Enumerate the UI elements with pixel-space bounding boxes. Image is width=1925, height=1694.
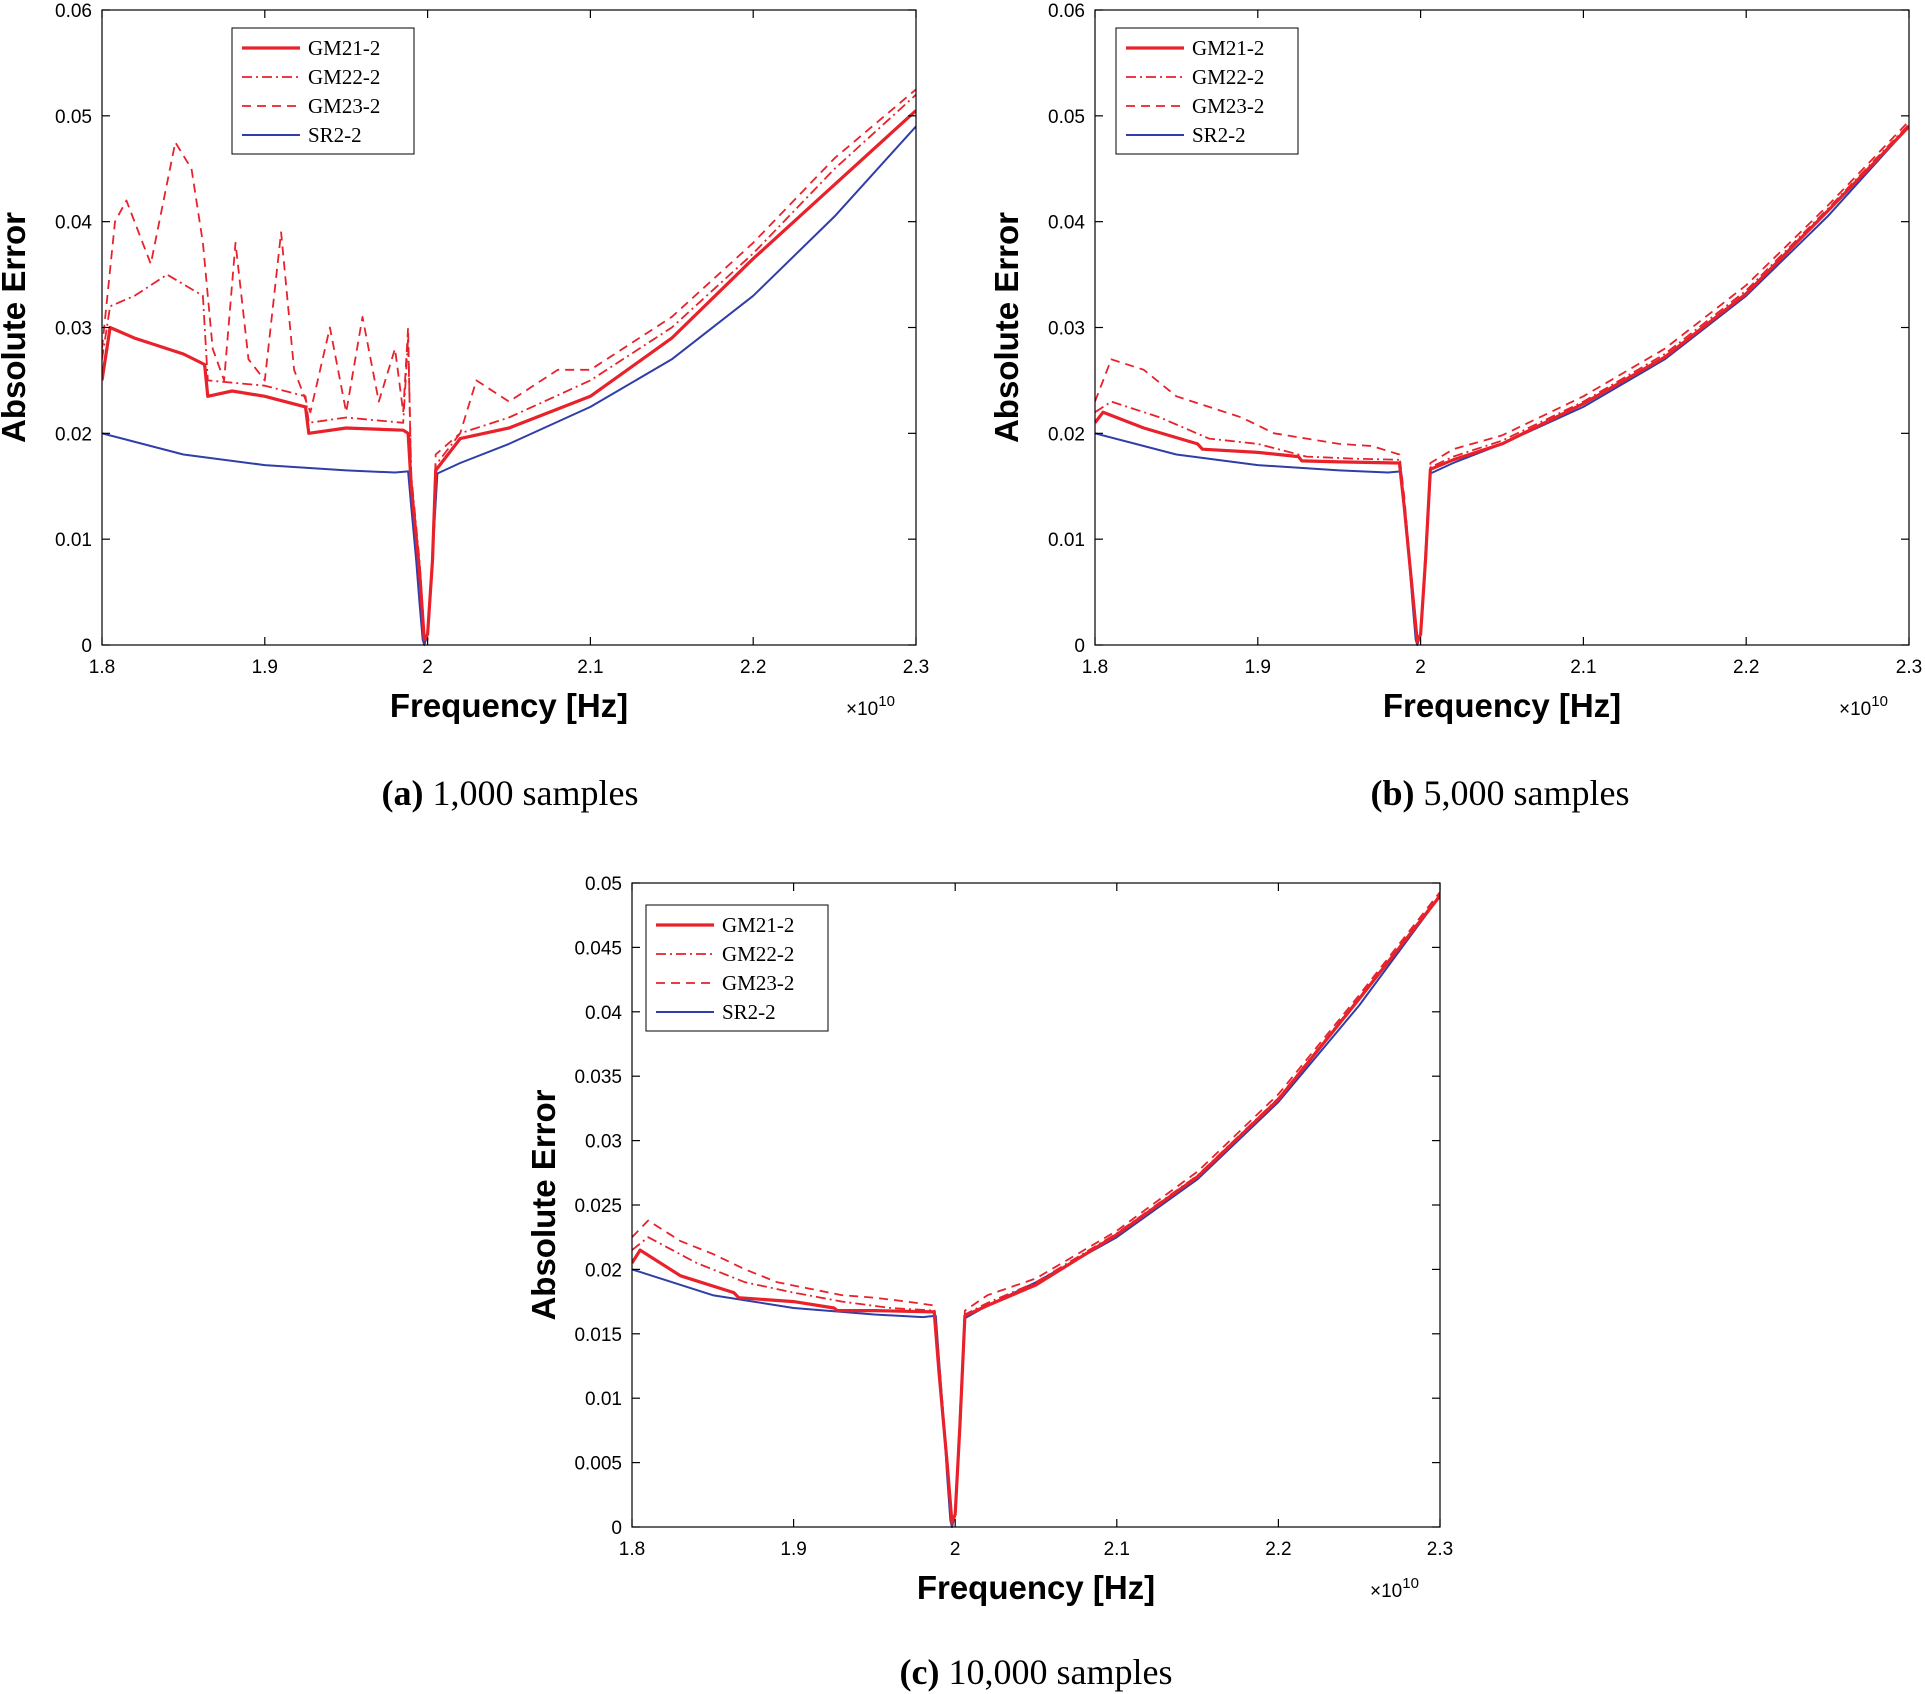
x-tick-label: 2.1 [577, 657, 603, 678]
y-tick-label: 0.06 [1048, 1, 1085, 22]
y-tick-label: 0.035 [574, 1067, 622, 1088]
x-axis-exponent-power: 10 [1402, 1575, 1419, 1592]
series-line-sr2-2 [102, 125, 916, 646]
x-axis-label: Frequency [Hz] [1383, 687, 1621, 724]
y-tick-label: 0 [1074, 636, 1085, 657]
y-tick-label: 0.04 [1048, 213, 1085, 234]
series-line-gm21-2 [102, 109, 916, 642]
y-axis-label: Absolute Error [0, 212, 32, 443]
legend: GM21-2 GM22-2 GM23-2 SR2-2 [1115, 27, 1299, 155]
x-tick-label: 1.8 [89, 657, 115, 678]
y-tick-label: 0.05 [55, 107, 92, 128]
x-axis-exponent: ×1010 [1370, 1575, 1419, 1602]
x-axis-label: Frequency [Hz] [390, 687, 628, 724]
subfigure-caption-text: 1,000 samples [424, 773, 639, 813]
x-tick-label: 2.1 [1570, 657, 1596, 678]
y-tick-label: 0.015 [574, 1325, 622, 1346]
legend-label-gm23-2: GM23-2 [722, 971, 794, 995]
series-line-gm22-2 [1095, 123, 1909, 643]
subfigure-caption: (a) 1,000 samples [382, 773, 639, 813]
y-axis-label: Absolute Error [988, 212, 1025, 443]
x-axis-label: Frequency [Hz] [917, 1569, 1155, 1606]
legend-label-sr2-2: SR2-2 [308, 123, 362, 147]
y-tick-label: 0.03 [55, 319, 92, 340]
x-tick-label: 2.2 [1265, 1539, 1291, 1560]
x-tick-label: 2 [422, 657, 433, 678]
legend: GM21-2 GM22-2 GM23-2 SR2-2 [231, 27, 415, 155]
subfigure-caption: (c) 10,000 samples [900, 1652, 1173, 1692]
y-tick-label: 0.025 [574, 1196, 622, 1217]
x-axis-exponent: ×1010 [846, 693, 895, 720]
subfigure-caption-letter: (a) [382, 773, 424, 813]
y-tick-label: 0.005 [574, 1454, 622, 1475]
chart-panel-0: 1.8 1.9 2 2.1 2.2 2.3 0 0.01 0.02 0.03 0.04 0.05 0.0… [0, 1, 929, 813]
series-line-gm21-2 [632, 894, 1440, 1525]
x-tick-label: 2 [1415, 657, 1426, 678]
x-tick-label: 2 [950, 1539, 961, 1560]
x-axis-exponent-power: 10 [878, 693, 895, 710]
legend-label-gm23-2: GM23-2 [308, 94, 380, 118]
legend-label-gm22-2: GM22-2 [308, 65, 380, 89]
subfigure-caption-letter: (c) [900, 1652, 940, 1692]
chart-panel-1: 1.8 1.9 2 2.1 2.2 2.3 0 0.01 0.02 0.03 0.04 0.05 0.0… [988, 1, 1922, 813]
series-line-gm23-2 [632, 891, 1440, 1524]
x-tick-label: 1.8 [1082, 657, 1108, 678]
x-tick-label: 1.8 [619, 1539, 645, 1560]
chart-panel-2: 1.8 1.9 2 2.1 2.2 2.3 0 0.005 0.01 0.015 0.02 0.025… [525, 874, 1453, 1692]
y-tick-label: 0.06 [55, 1, 92, 22]
y-tick-label: 0.03 [585, 1132, 622, 1153]
legend-label-sr2-2: SR2-2 [722, 1000, 776, 1024]
x-tick-label: 2.3 [1427, 1539, 1453, 1560]
y-tick-label: 0.05 [585, 874, 622, 895]
plot-area-frame [101, 9, 917, 646]
subfigure-caption-letter: (b) [1371, 773, 1415, 813]
x-tick-label: 1.9 [780, 1539, 806, 1560]
legend-label-gm23-2: GM23-2 [1192, 94, 1264, 118]
y-tick-label: 0.02 [1048, 424, 1085, 445]
series-line-gm23-2 [1095, 120, 1909, 643]
legend-label-gm22-2: GM22-2 [722, 942, 794, 966]
x-axis-exponent: ×1010 [1839, 693, 1888, 720]
y-tick-label: 0.04 [585, 1003, 622, 1024]
y-tick-label: 0.03 [1048, 319, 1085, 340]
x-tick-label: 2.1 [1104, 1539, 1130, 1560]
y-tick-label: 0.04 [55, 213, 92, 234]
legend-label-gm22-2: GM22-2 [1192, 65, 1264, 89]
x-axis-exponent-power: 10 [1871, 693, 1888, 710]
legend-label-sr2-2: SR2-2 [1192, 123, 1246, 147]
x-tick-label: 2.3 [903, 657, 929, 678]
series-line-gm22-2 [102, 94, 916, 641]
legend-label-gm21-2: GM21-2 [308, 36, 380, 60]
y-tick-label: 0 [81, 636, 92, 657]
legend: GM21-2 GM22-2 GM23-2 SR2-2 [645, 904, 829, 1032]
y-tick-label: 0.01 [1048, 530, 1085, 551]
y-tick-label: 0.01 [585, 1389, 622, 1410]
y-axis-label: Absolute Error [525, 1089, 562, 1320]
x-tick-label: 2.2 [1733, 657, 1759, 678]
x-tick-label: 1.9 [252, 657, 278, 678]
y-tick-label: 0.01 [55, 530, 92, 551]
subfigure-caption-text: 5,000 samples [1415, 773, 1630, 813]
y-tick-label: 0.02 [55, 424, 92, 445]
series-line-gm21-2 [1095, 125, 1909, 644]
subfigure-caption-text: 10,000 samples [939, 1652, 1172, 1692]
legend-label-gm21-2: GM21-2 [1192, 36, 1264, 60]
y-tick-label: 0.045 [574, 938, 622, 959]
subfigure-caption: (b) 5,000 samples [1371, 773, 1630, 813]
y-tick-label: 0.02 [585, 1260, 622, 1281]
y-tick-label: 0.05 [1048, 107, 1085, 128]
x-tick-label: 2.3 [1896, 657, 1922, 678]
y-tick-label: 0 [611, 1518, 622, 1539]
x-tick-label: 2.2 [740, 657, 766, 678]
series-line-gm23-2 [102, 88, 916, 643]
legend-label-gm21-2: GM21-2 [722, 913, 794, 937]
x-tick-label: 1.9 [1245, 657, 1271, 678]
series-line-sr2-2 [1095, 125, 1909, 646]
